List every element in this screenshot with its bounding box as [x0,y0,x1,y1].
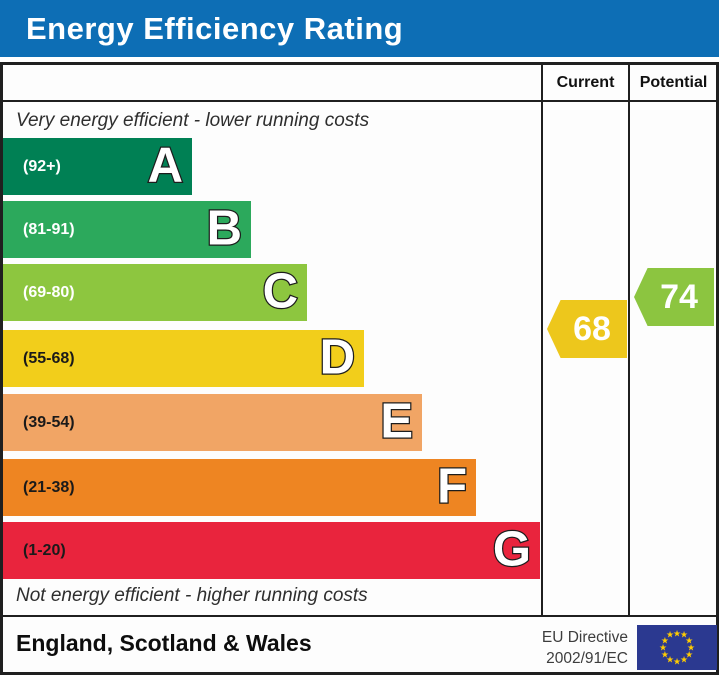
rating-band-a: (92+) A [3,138,192,195]
band-range-label: (21-38) [23,478,75,496]
eu-directive-line1: EU Directive [541,629,628,646]
top-note: Very energy efficient - lower running co… [16,110,370,131]
header-divider [2,100,717,102]
band-letter: B [205,201,243,256]
region-label: England, Scotland & Wales [16,630,312,656]
eu-flag-star: ★ [672,656,682,666]
rating-band-g: (1-20) G [3,522,540,579]
title-bar: Energy Efficiency Rating [0,0,719,57]
bottom-note: Not energy efficient - higher running co… [16,585,368,606]
eu-flag-star: ★ [665,629,675,640]
eu-flag-star: ★ [660,635,669,645]
potential-rating-value: 74 [660,277,698,316]
eu-flag-icon: ★ ★ ★ ★ ★ ★ ★ ★ ★ ★ ★ ★ [637,625,717,670]
eu-flag-star: ★ [685,635,694,645]
band-letter: A [146,138,184,193]
rating-band-b: (81-91) B [3,201,251,258]
eu-flag-star: ★ [685,649,694,659]
band-range-label: (81-91) [23,220,75,238]
eu-flag-star: ★ [686,642,696,652]
eu-flag-star: ★ [665,654,675,665]
current-rating-arrow: 68 [547,300,627,358]
rating-band-c: (69-80) C [3,264,307,321]
eu-directive-label: EU Directive 2002/91/EC [498,627,628,669]
band-letter: F [436,459,468,514]
column-divider-potential [628,64,630,616]
eu-flag-star: ★ [660,649,669,659]
eu-directive-line2: 2002/91/EC [546,650,628,667]
rating-band-f: (21-38) F [3,459,476,516]
band-letter: G [492,522,533,577]
footer-divider [2,615,717,617]
column-divider-current [541,64,543,616]
potential-column-header: Potential [639,74,708,91]
band-range-label: (39-54) [23,413,75,431]
rating-band-e: (39-54) E [3,394,422,451]
band-range-label: (55-68) [23,349,75,367]
band-letter: E [379,394,414,449]
band-range-label: (92+) [23,157,61,175]
current-column-header: Current [556,74,615,91]
eu-flag-star: ★ [679,654,689,665]
band-range-label: (69-80) [23,283,75,301]
rating-band-d: (55-68) D [3,330,364,387]
eu-flag-star: ★ [672,628,682,638]
page-title: Energy Efficiency Rating [26,10,404,46]
band-letter: D [318,330,356,385]
potential-rating-arrow: 74 [634,268,714,326]
band-range-label: (1-20) [23,541,66,559]
eu-flag-star: ★ [679,629,689,640]
band-letter: C [261,264,299,319]
eu-flag-star: ★ [658,642,668,652]
current-rating-value: 68 [573,309,611,348]
